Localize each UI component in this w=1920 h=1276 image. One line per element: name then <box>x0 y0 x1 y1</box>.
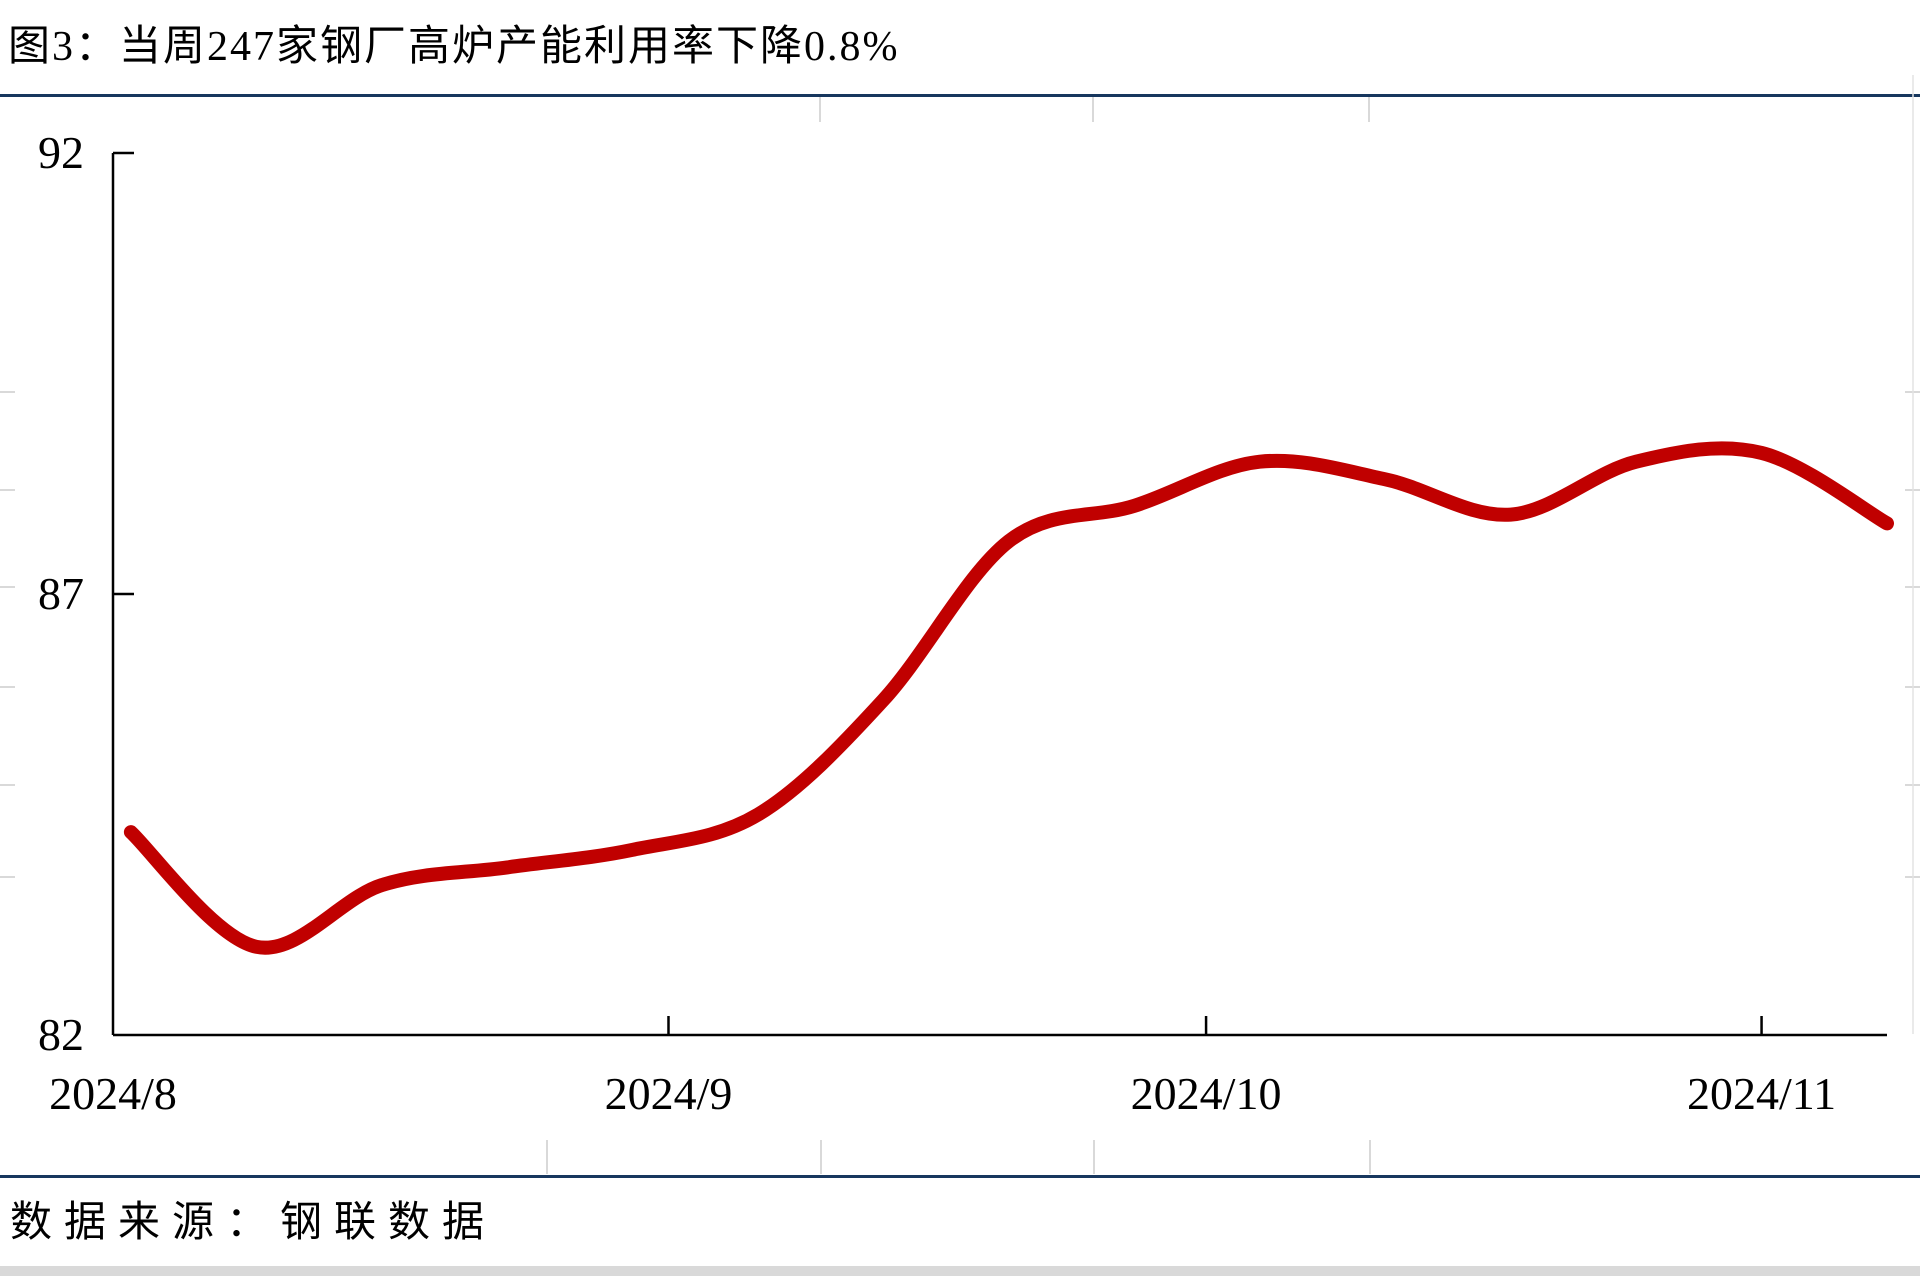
bottom-divider <box>0 1175 1920 1178</box>
figure-title: 图3：当周247家钢厂高炉产能利用率下降0.8% <box>8 24 900 70</box>
x-axis-tick-label: 2024/8 <box>49 1068 177 1119</box>
y-axis-tick-label: 92 <box>38 127 84 178</box>
x-axis-tick-label: 2024/9 <box>604 1068 733 1119</box>
x-axis-tick-label: 2024/10 <box>1130 1068 1282 1119</box>
data-source: 数据来源：钢联数据 <box>10 1200 497 1246</box>
y-axis-tick-label: 87 <box>38 568 84 619</box>
utilization-rate-line <box>123 441 1894 955</box>
bottom-strip <box>0 1266 1920 1276</box>
top-divider <box>0 94 1920 97</box>
x-axis-tick-label: 2024/11 <box>1687 1068 1837 1119</box>
y-axis-tick-label: 82 <box>38 1009 84 1060</box>
